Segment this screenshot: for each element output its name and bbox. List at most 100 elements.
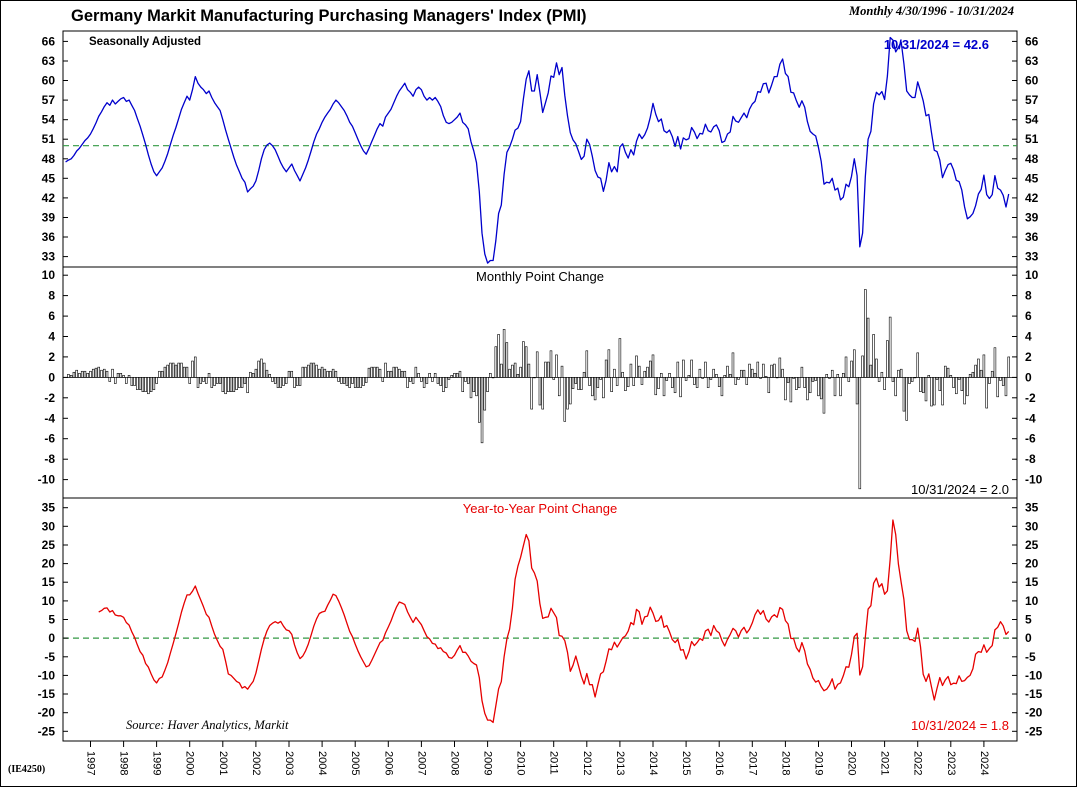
source-label: Source: Haver Analytics, Markit bbox=[126, 718, 289, 732]
x-tick-label: 2008 bbox=[449, 751, 461, 775]
y-tick-label: -2 bbox=[1025, 391, 1036, 405]
bar bbox=[660, 372, 663, 378]
bar bbox=[897, 369, 900, 378]
bar bbox=[359, 377, 362, 388]
yoy-latest-annotation: 10/31/2024 = 1.8 bbox=[911, 718, 1009, 733]
bar bbox=[795, 377, 798, 390]
y-tick-label: 54 bbox=[1025, 113, 1039, 127]
bar bbox=[875, 358, 878, 378]
y-tick-label: -6 bbox=[44, 432, 55, 446]
bar bbox=[257, 360, 260, 378]
bar bbox=[588, 377, 591, 386]
bar bbox=[337, 377, 340, 382]
bar bbox=[949, 375, 953, 378]
bar bbox=[345, 377, 349, 386]
bar bbox=[673, 377, 677, 394]
y-tick-label: 66 bbox=[1025, 34, 1039, 48]
bar bbox=[549, 350, 553, 378]
bar bbox=[999, 377, 1002, 381]
bar bbox=[249, 371, 252, 378]
y-tick-label: -10 bbox=[1025, 473, 1043, 487]
bar bbox=[114, 377, 117, 384]
bar bbox=[544, 361, 547, 378]
y-tick-label: 10 bbox=[1025, 268, 1039, 282]
bar bbox=[944, 365, 947, 378]
bar bbox=[728, 374, 732, 378]
bar bbox=[271, 377, 274, 382]
bar bbox=[982, 354, 986, 378]
bar bbox=[946, 367, 950, 378]
bar bbox=[505, 342, 509, 378]
bar bbox=[466, 377, 470, 384]
bar bbox=[508, 368, 511, 378]
x-tick-label: 2019 bbox=[813, 751, 825, 775]
series-code-label: (IE4250) bbox=[8, 764, 46, 775]
y-tick-label: 10 bbox=[42, 594, 56, 608]
bar bbox=[952, 377, 955, 388]
bar bbox=[450, 375, 453, 378]
bar bbox=[555, 354, 558, 378]
bar bbox=[833, 377, 837, 397]
y-tick-label: 60 bbox=[42, 74, 56, 88]
bar bbox=[797, 377, 801, 388]
y-tick-label: 25 bbox=[42, 538, 56, 552]
bar bbox=[342, 377, 346, 384]
bar bbox=[668, 372, 671, 378]
bar bbox=[654, 377, 658, 396]
bar bbox=[930, 377, 933, 407]
bar bbox=[646, 366, 649, 378]
y-tick-label: 63 bbox=[42, 54, 56, 68]
bar bbox=[1007, 356, 1010, 378]
bar bbox=[621, 371, 624, 378]
y-tick-label: 4 bbox=[48, 330, 55, 344]
bar bbox=[767, 377, 771, 394]
y-tick-label: 60 bbox=[1025, 74, 1039, 88]
bar bbox=[276, 377, 280, 388]
bar bbox=[698, 368, 702, 378]
y-tick-label: 39 bbox=[1025, 211, 1039, 225]
bar bbox=[260, 358, 263, 378]
bar bbox=[108, 377, 112, 382]
bar bbox=[171, 362, 175, 378]
bar bbox=[147, 377, 150, 395]
y-tick-label: 36 bbox=[1025, 230, 1039, 244]
bar bbox=[737, 377, 740, 380]
bar bbox=[734, 377, 737, 385]
bar bbox=[516, 374, 520, 378]
bar bbox=[431, 377, 434, 382]
x-tick-label: 2004 bbox=[316, 751, 328, 775]
bar bbox=[83, 370, 87, 378]
bar bbox=[756, 361, 760, 378]
bar bbox=[116, 372, 120, 378]
y-tick-label: 35 bbox=[1025, 501, 1039, 515]
year-to-year-point-change-series bbox=[98, 519, 1010, 724]
y-tick-label: 8 bbox=[48, 289, 55, 303]
bar bbox=[398, 368, 401, 378]
bar bbox=[613, 368, 616, 378]
bar bbox=[94, 367, 98, 378]
bar bbox=[690, 359, 693, 378]
bar bbox=[400, 370, 404, 378]
bar bbox=[864, 289, 867, 378]
y-tick-label: 39 bbox=[42, 211, 56, 225]
bar bbox=[417, 372, 420, 378]
bar bbox=[748, 363, 751, 378]
bar bbox=[811, 377, 815, 382]
bar bbox=[910, 377, 914, 382]
bar bbox=[224, 377, 227, 395]
y-tick-label: -5 bbox=[44, 650, 55, 664]
bar bbox=[861, 355, 864, 378]
y-tick-label: 48 bbox=[1025, 152, 1039, 166]
bar bbox=[254, 368, 258, 378]
pmi-level-series bbox=[65, 36, 1010, 264]
y-tick-label: 36 bbox=[42, 230, 56, 244]
bar bbox=[141, 377, 145, 393]
bar bbox=[329, 370, 332, 378]
bar bbox=[569, 377, 572, 405]
bar bbox=[130, 377, 134, 386]
bar bbox=[651, 354, 655, 378]
bar bbox=[822, 377, 826, 414]
y-tick-label: 51 bbox=[1025, 132, 1039, 146]
panel3-title: Year-to-Year Point Change bbox=[462, 501, 618, 516]
bar bbox=[370, 366, 373, 378]
